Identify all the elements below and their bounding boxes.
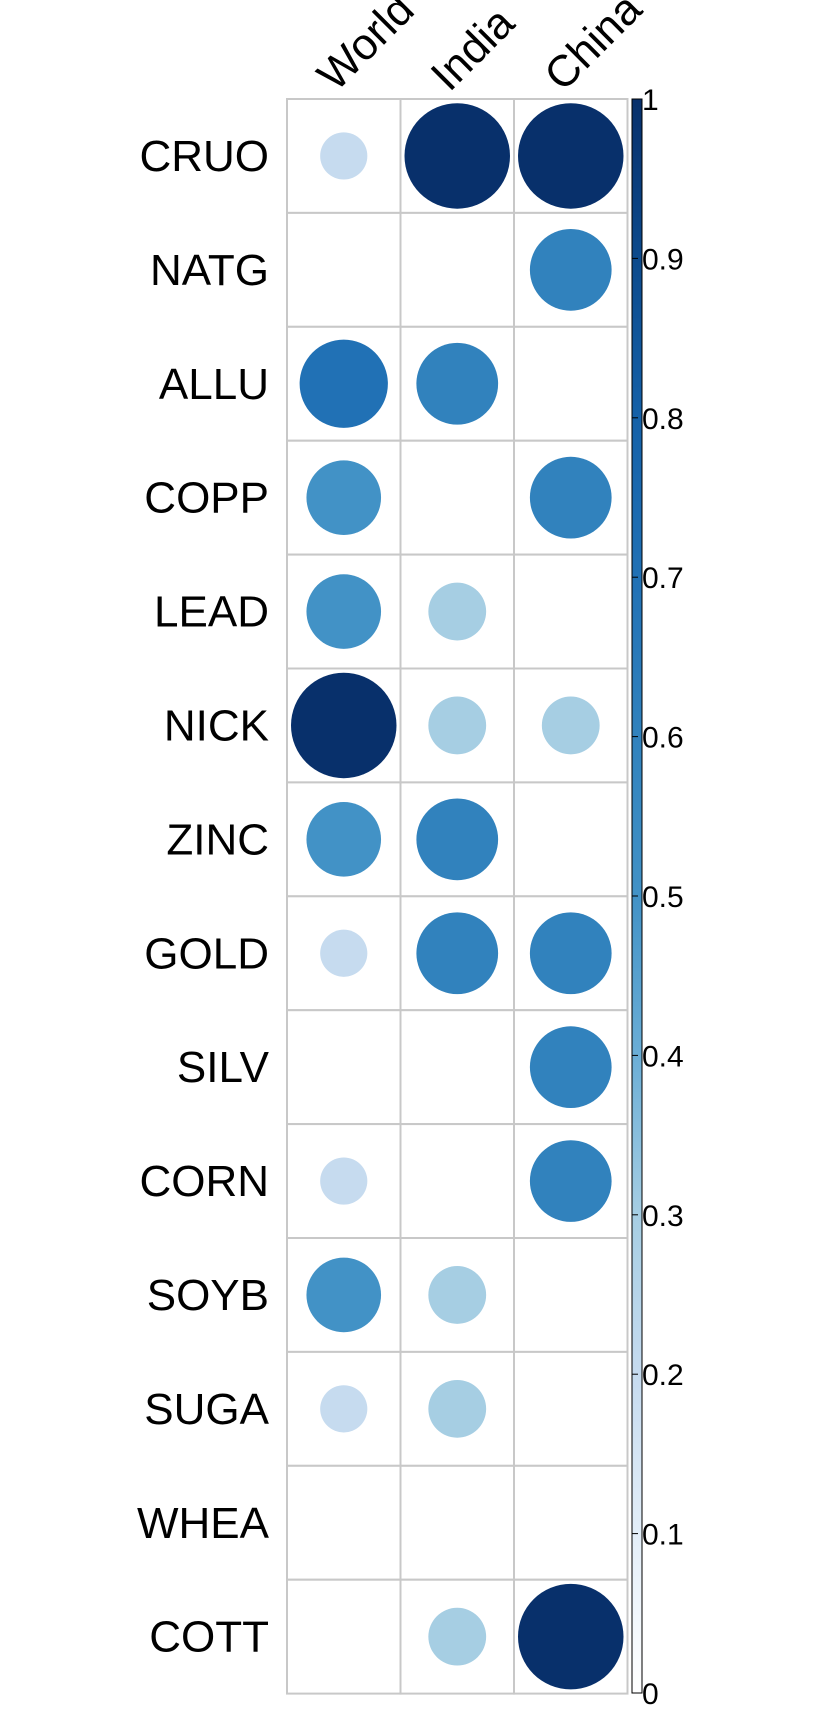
row-label-silv: SILV: [177, 1043, 270, 1092]
cell-zinc-china: [513, 781, 629, 898]
cell-suga-china: [513, 1350, 629, 1467]
row-label-soyb: SOYB: [147, 1271, 269, 1320]
cell-soyb-china: [513, 1237, 629, 1353]
circle-suga-world: [320, 1385, 368, 1433]
colorbar-tick-label: 0.5: [642, 881, 684, 914]
colorbar-tick-label: 0: [642, 1678, 659, 1710]
row-label-zinc: ZINC: [166, 815, 269, 864]
colorbar-tick-label: 0.1: [642, 1519, 684, 1552]
row-label-cruo: CRUO: [139, 132, 269, 181]
circle-cruo-world: [320, 132, 368, 180]
cell-silv-world: [286, 1009, 402, 1126]
cell-whea-india: [399, 1464, 515, 1581]
circle-gold-china: [529, 912, 612, 995]
column-label-india: India: [422, 0, 524, 100]
circle-soyb-india: [428, 1266, 487, 1324]
circle-silv-china: [529, 1026, 612, 1109]
colorbar: 0 0.1 0.2 0.3 0.4 0.5 0.6 0.7 0.8 0.9 1: [631, 84, 684, 1710]
matrix-grid: [286, 98, 629, 1695]
circle-cruo-china: [518, 103, 624, 209]
row-label-copp: COPP: [144, 474, 269, 523]
circle-soyb-world: [306, 1257, 382, 1333]
circle-allu-india: [416, 342, 499, 425]
circle-corn-world: [320, 1157, 368, 1205]
cell-whea-china: [513, 1464, 629, 1581]
circle-cruo-india: [404, 103, 510, 209]
circle-zinc-india: [416, 798, 499, 881]
colorbar-tick-label: 1: [642, 84, 659, 117]
row-label-gold: GOLD: [144, 929, 269, 978]
cell-silv-india: [399, 1009, 515, 1126]
cell-natg-world: [286, 211, 402, 328]
colorbar-tick-label: 0.4: [642, 1040, 684, 1073]
circle-corn-china: [529, 1140, 612, 1222]
column-label-world: World: [308, 0, 423, 100]
circle-cott-india: [428, 1607, 487, 1666]
colorbar-tick-label: 0.3: [642, 1200, 684, 1233]
cell-lead-china: [513, 553, 629, 670]
row-label-cott: COTT: [149, 1613, 269, 1662]
circle-nick-china: [541, 696, 600, 755]
colorbar-tick-label: 0.9: [642, 243, 684, 276]
row-label-lead: LEAD: [154, 588, 269, 637]
row-label-suga: SUGA: [144, 1385, 269, 1434]
row-label-nick: NICK: [164, 701, 269, 750]
cell-natg-india: [399, 211, 515, 328]
circle-copp-world: [306, 460, 382, 535]
circle-suga-india: [428, 1379, 487, 1438]
colorbar-tick-label: 0.6: [642, 722, 684, 755]
cell-whea-world: [286, 1464, 402, 1581]
cell-copp-india: [399, 439, 515, 556]
circle-lead-world: [306, 574, 382, 649]
cell-soyb-world: [286, 1237, 402, 1353]
row-label-whea: WHEA: [137, 1499, 270, 1548]
row-label-corn: CORN: [139, 1157, 269, 1206]
colorbar-tick-label: 0.7: [642, 562, 684, 595]
column-label-china: China: [535, 0, 651, 100]
row-label-allu: ALLU: [159, 360, 269, 409]
circle-copp-china: [529, 456, 612, 539]
circle-nick-india: [428, 696, 487, 755]
circle-nick-world: [291, 672, 397, 779]
colorbar-tick-label: 0.8: [642, 403, 684, 436]
circle-gold-india: [416, 912, 499, 995]
colorbar-tick-label: 0.2: [642, 1359, 684, 1392]
circle-cott-china: [518, 1583, 624, 1690]
cell-allu-china: [513, 325, 629, 442]
circle-lead-india: [428, 582, 487, 641]
circle-allu-world: [299, 339, 388, 428]
row-labels: CRUO NATG ALLU COPP LEAD NICK ZINC GOLD SILV CORN…: [137, 132, 270, 1662]
matrix-circles: [291, 103, 624, 1690]
cell-zinc-world: [286, 781, 402, 898]
circle-zinc-world: [306, 802, 382, 877]
circle-natg-china: [529, 228, 612, 311]
row-label-natg: NATG: [150, 246, 269, 295]
circle-gold-world: [320, 929, 368, 977]
cell-cott-world: [286, 1578, 402, 1695]
cell-corn-india: [399, 1123, 515, 1239]
